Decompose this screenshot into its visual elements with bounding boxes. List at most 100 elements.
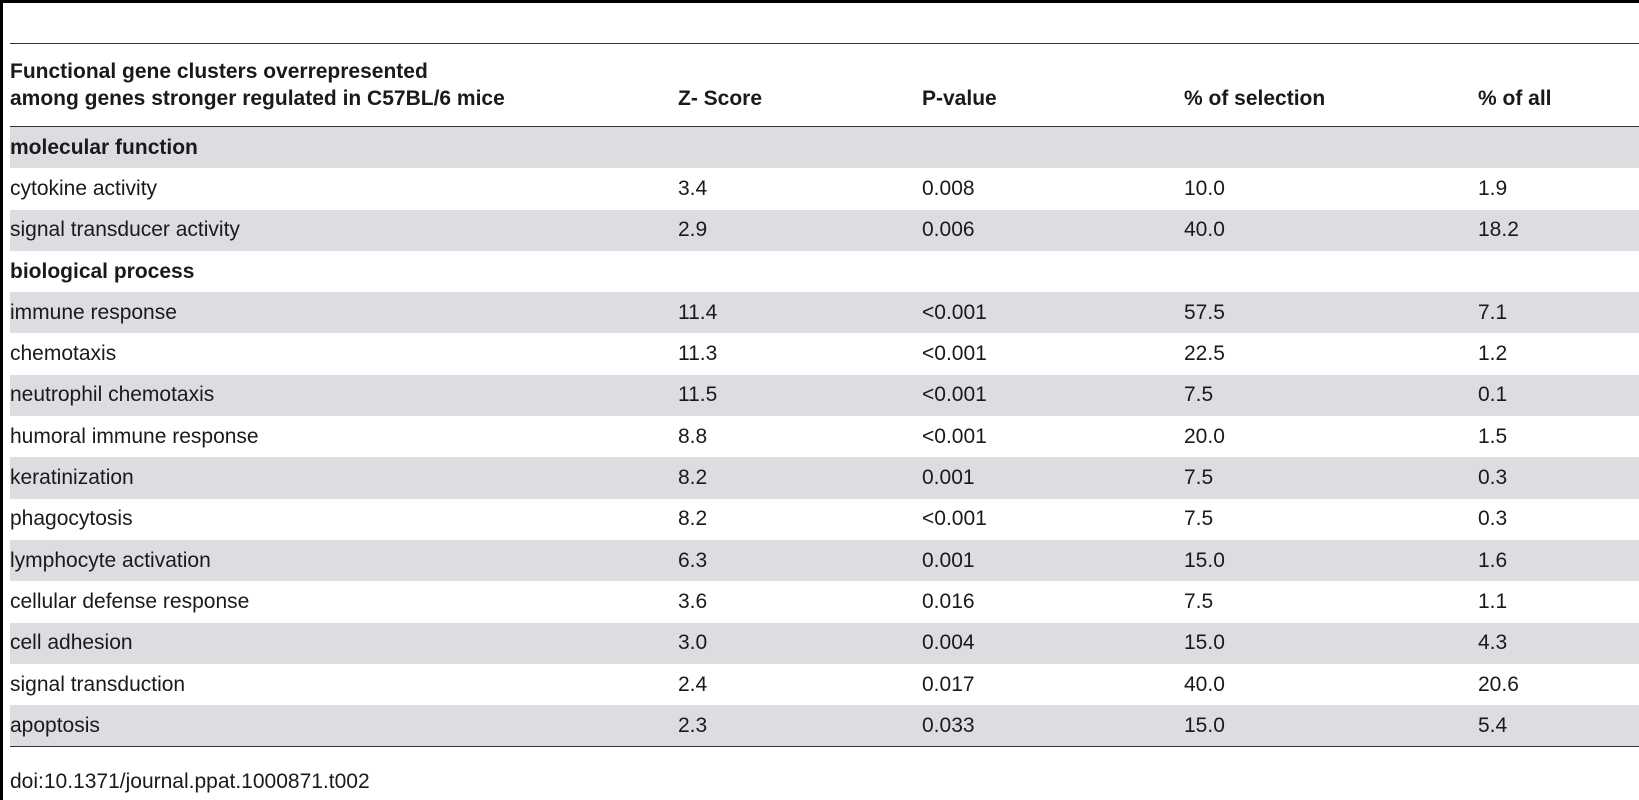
p-value-cell: 0.017 (922, 672, 975, 696)
percent-selection-cell: 10.0 (1184, 176, 1225, 200)
percent-all-cell: 5.4 (1478, 705, 1639, 747)
empty-cell (1478, 126, 1639, 169)
table-row: cytokine activity 3.4 0.008 10.0 1.9 (10, 168, 1639, 209)
percent-selection-cell: 7.5 (1184, 374, 1478, 417)
header-z-score: Z- Score (678, 87, 763, 110)
z-score-cell: 11.5 (678, 374, 922, 417)
gene-cluster-table: Functional gene clusters overrepresented… (10, 43, 1639, 747)
percent-all-cell: 4.3 (1478, 622, 1639, 664)
table-body: molecular function cytokine activity 3.4 0.… (10, 126, 1639, 747)
z-score-cell: 2.4 (678, 672, 708, 696)
empty-cell (678, 251, 922, 292)
top-rule (0, 0, 1639, 3)
table-row: cell adhesion 3.0 0.004 15.0 4.3 (10, 622, 1639, 664)
p-value-cell: <0.001 (922, 342, 987, 366)
table-row: humoral immune response 8.8 <0.001 20.0 1.5 (10, 416, 1639, 457)
p-value-cell: 0.001 (922, 457, 1184, 499)
percent-all-cell: 7.1 (1478, 292, 1639, 334)
empty-cell (922, 126, 1184, 169)
p-value-cell: 0.006 (922, 209, 1184, 251)
percent-selection-cell: 15.0 (1184, 539, 1478, 582)
cluster-name: keratinization (10, 457, 678, 499)
percent-selection-cell: 7.5 (1184, 507, 1214, 531)
header-line-1: Functional gene clusters overrepresented (10, 60, 428, 83)
table-row: phagocytosis 8.2 <0.001 7.5 0.3 (10, 499, 1639, 540)
percent-selection-cell: 40.0 (1184, 672, 1225, 696)
table-header: Functional gene clusters overrepresented… (10, 43, 1639, 127)
percent-all-cell: 1.1 (1478, 589, 1508, 613)
z-score-cell: 2.9 (678, 209, 922, 251)
table-row: cellular defense response 3.6 0.016 7.5 1.1 (10, 581, 1639, 622)
p-value-cell: 0.033 (922, 705, 1184, 747)
header-row: Functional gene clusters overrepresented… (10, 43, 1639, 127)
z-score-cell: 2.3 (678, 705, 922, 747)
cluster-name: cell adhesion (10, 622, 678, 664)
table-row: apoptosis 2.3 0.033 15.0 5.4 (10, 705, 1639, 747)
empty-cell (922, 251, 1184, 292)
p-value-cell: 0.008 (922, 176, 975, 200)
z-score-cell: 3.6 (678, 589, 708, 613)
percent-selection-cell: 22.5 (1184, 342, 1225, 366)
header-functional-cluster: Functional gene clusters overrepresented… (10, 44, 678, 127)
percent-selection-cell: 57.5 (1184, 292, 1478, 334)
p-value-cell: 0.004 (922, 622, 1184, 664)
section-label: molecular function (10, 126, 678, 169)
cluster-name: phagocytosis (10, 507, 133, 531)
percent-all-cell: 0.1 (1478, 374, 1639, 417)
empty-cell (1184, 126, 1478, 169)
z-score-cell: 8.8 (678, 424, 708, 448)
percent-all-cell: 1.2 (1478, 342, 1508, 366)
header-percent-all: % of all (1478, 87, 1552, 110)
percent-all-cell: 0.3 (1478, 457, 1639, 499)
section-row: molecular function (10, 126, 1639, 169)
z-score-cell: 3.4 (678, 176, 708, 200)
cluster-name: chemotaxis (10, 342, 117, 366)
percent-selection-cell: 15.0 (1184, 705, 1478, 747)
percent-selection-cell: 7.5 (1184, 589, 1214, 613)
percent-all-cell: 0.3 (1478, 507, 1508, 531)
empty-cell (1478, 251, 1639, 292)
table-row: lymphocyte activation 6.3 0.001 15.0 1.6 (10, 539, 1639, 582)
cluster-name: signal transducer activity (10, 209, 678, 251)
p-value-cell: <0.001 (922, 507, 987, 531)
header-line-2: among genes stronger regulated in C57BL/… (10, 87, 505, 110)
header-percent-selection: % of selection (1184, 87, 1326, 110)
p-value-cell: <0.001 (922, 374, 1184, 417)
percent-selection-cell: 20.0 (1184, 424, 1225, 448)
table-row: signal transducer activity 2.9 0.006 40.0 18… (10, 209, 1639, 251)
empty-cell (1184, 251, 1478, 292)
percent-all-cell: 20.6 (1478, 672, 1519, 696)
percent-selection-cell: 15.0 (1184, 622, 1478, 664)
percent-all-cell: 1.6 (1478, 539, 1639, 582)
empty-cell (678, 126, 922, 169)
z-score-cell: 8.2 (678, 507, 708, 531)
table-row: neutrophil chemotaxis 11.5 <0.001 7.5 0.1 (10, 374, 1639, 417)
z-score-cell: 8.2 (678, 457, 922, 499)
cluster-name: neutrophil chemotaxis (10, 374, 678, 417)
header-p-value: P-value (922, 87, 997, 110)
table-row: signal transduction 2.4 0.017 40.0 20.6 (10, 664, 1639, 705)
table-row: chemotaxis 11.3 <0.001 22.5 1.2 (10, 333, 1639, 374)
z-score-cell: 6.3 (678, 539, 922, 582)
section-label: biological process (10, 259, 195, 283)
table-row: immune response 11.4 <0.001 57.5 7.1 (10, 292, 1639, 334)
cluster-name: humoral immune response (10, 424, 259, 448)
section-row: biological process (10, 251, 1639, 292)
cluster-name: apoptosis (10, 705, 678, 747)
cluster-name: signal transduction (10, 672, 186, 696)
cluster-name: cellular defense response (10, 589, 250, 613)
percent-all-cell: 18.2 (1478, 209, 1639, 251)
percent-selection-cell: 7.5 (1184, 457, 1478, 499)
p-value-cell: 0.016 (922, 589, 975, 613)
cluster-name: cytokine activity (10, 176, 158, 200)
doi-caption: doi:10.1371/journal.ppat.1000871.t002 (10, 770, 370, 793)
z-score-cell: 3.0 (678, 622, 922, 664)
table-container: Functional gene clusters overrepresented… (10, 43, 1639, 747)
left-rule (0, 0, 3, 800)
p-value-cell: 0.001 (922, 539, 1184, 582)
z-score-cell: 11.4 (678, 292, 922, 334)
table-row: keratinization 8.2 0.001 7.5 0.3 (10, 457, 1639, 499)
p-value-cell: <0.001 (922, 424, 987, 448)
cluster-name: immune response (10, 292, 678, 334)
percent-all-cell: 1.9 (1478, 176, 1508, 200)
